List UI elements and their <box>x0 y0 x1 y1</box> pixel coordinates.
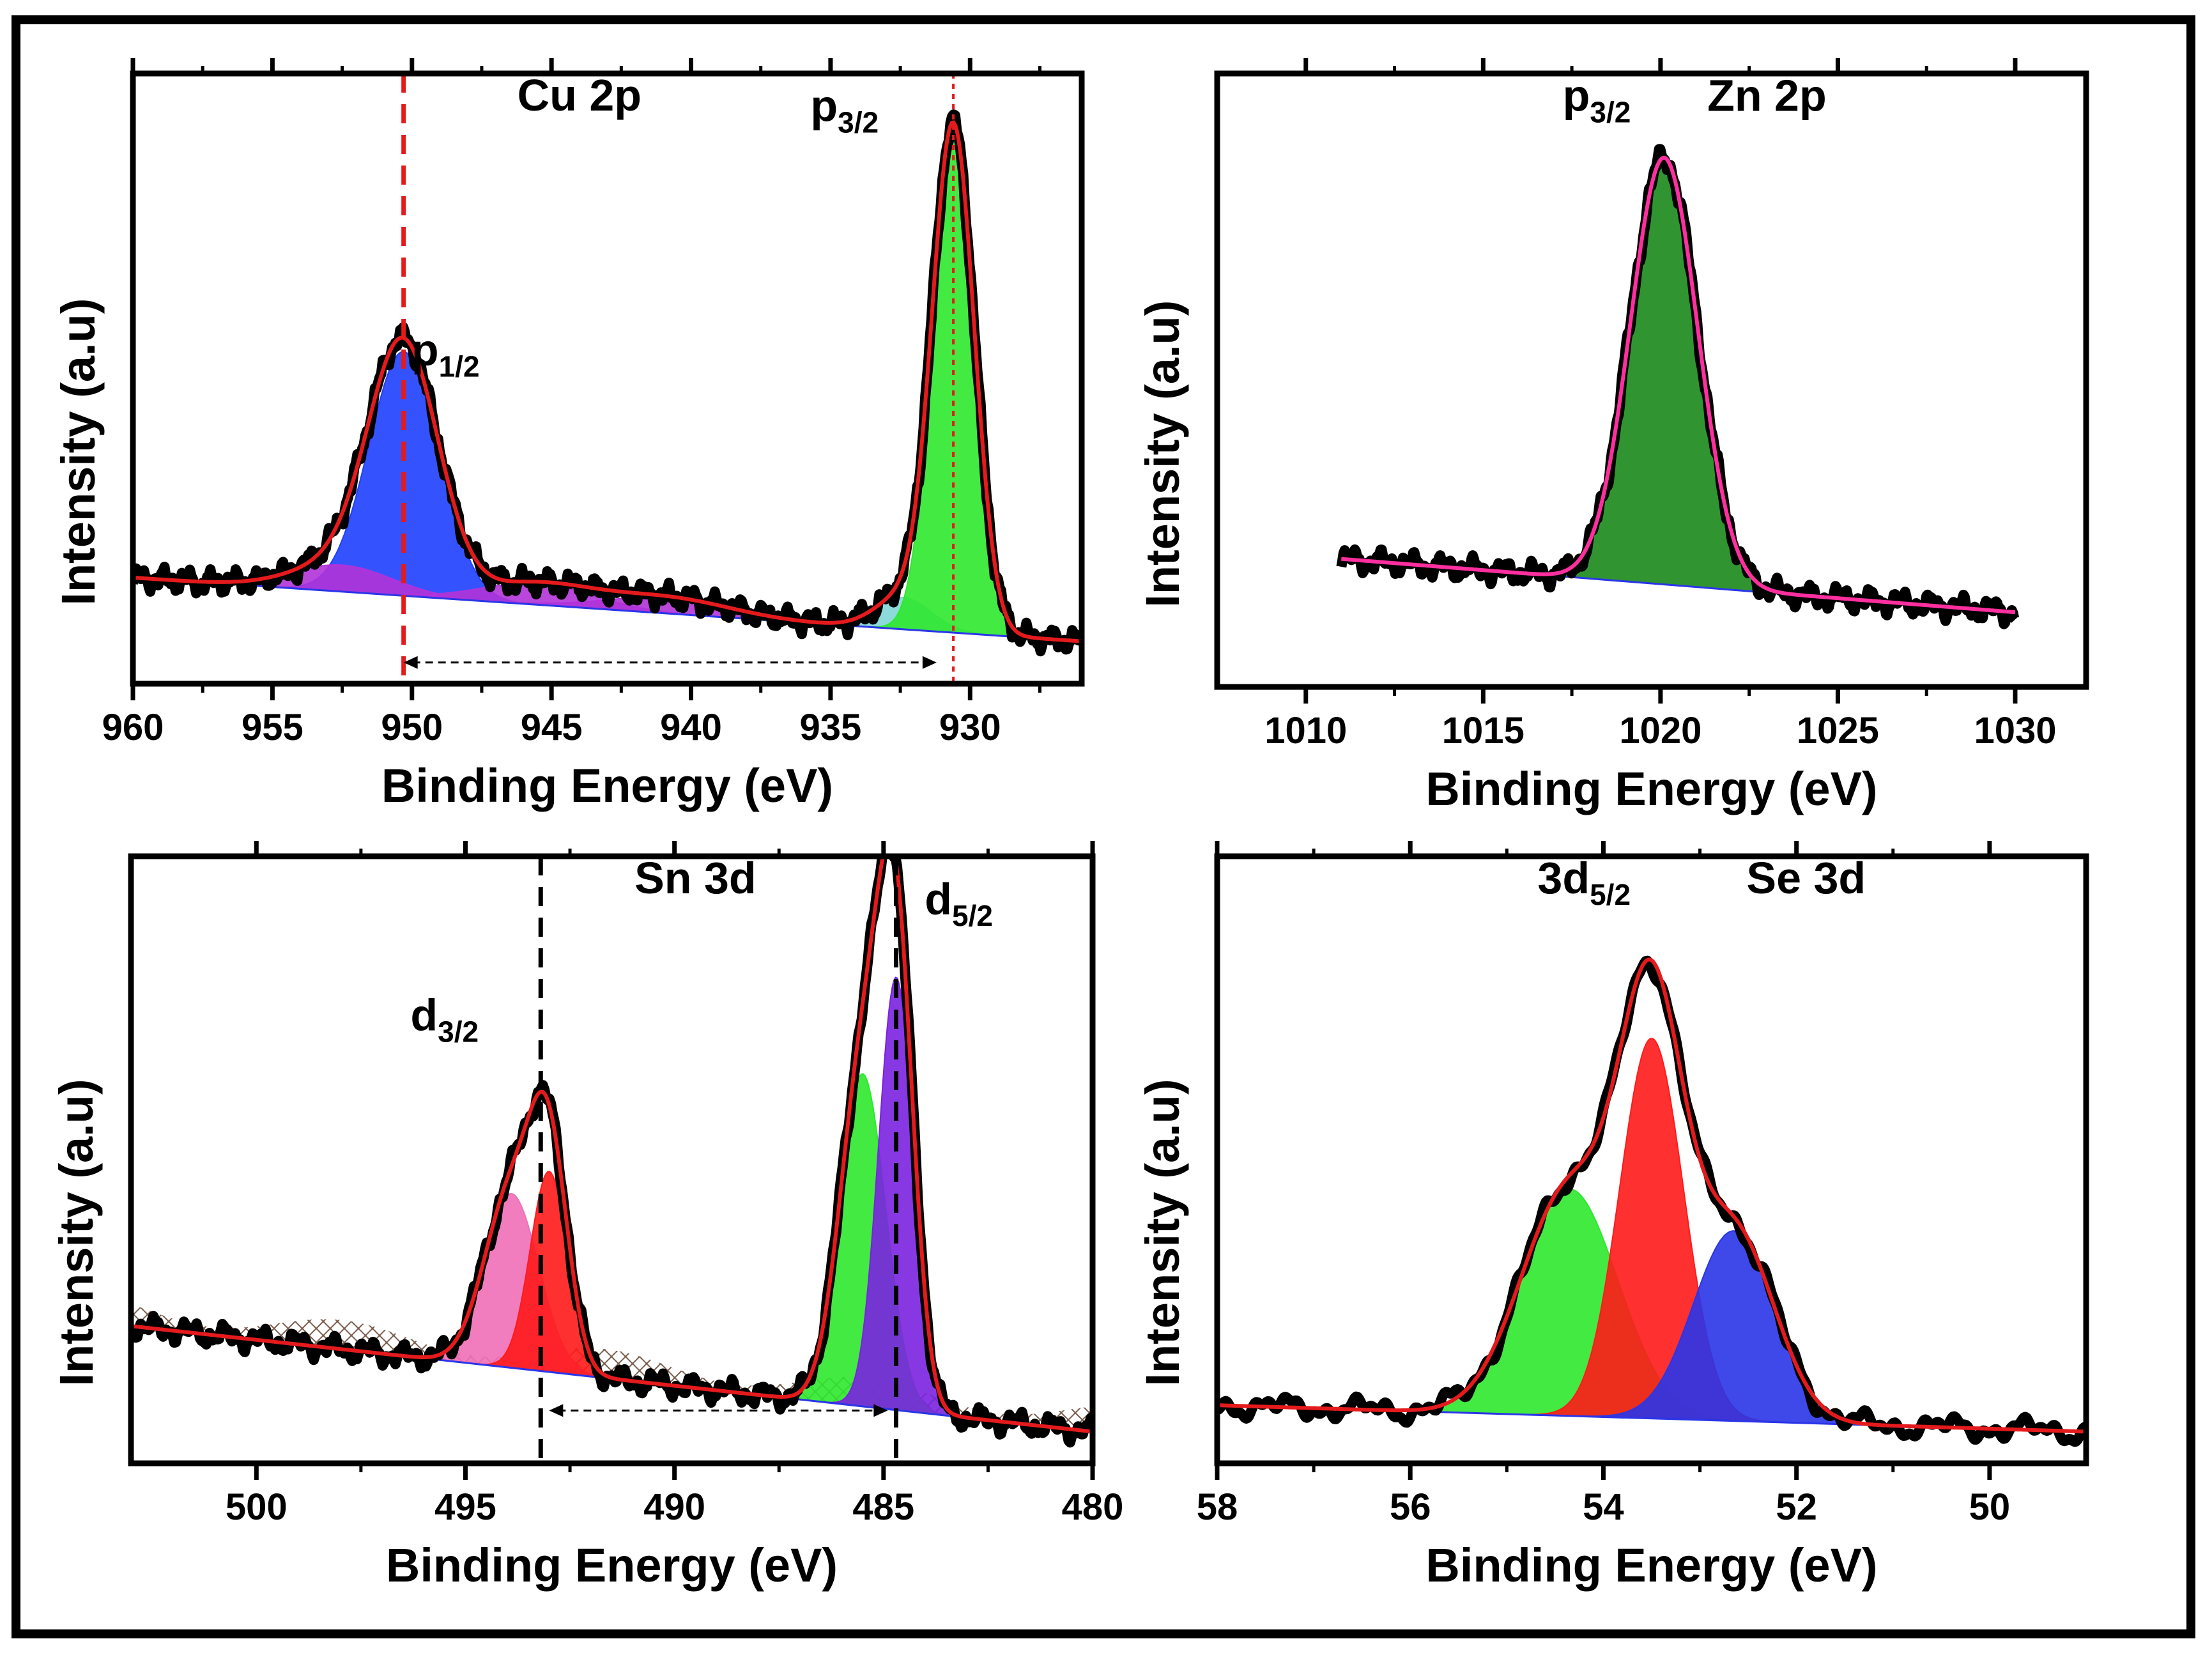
x-tick-label: 500 <box>226 1486 288 1528</box>
peak-label-subscript: 3/2 <box>438 1015 479 1049</box>
spacing-arrowhead-left <box>549 1404 564 1417</box>
x-tick-label: 1025 <box>1797 710 1879 751</box>
peak-p3/2 <box>1341 157 2016 613</box>
x-axis-title: Binding Energy (eV) <box>1425 1539 1877 1592</box>
x-axis-title: Binding Energy (eV) <box>1425 762 1877 815</box>
x-tick-label: 52 <box>1776 1486 1817 1528</box>
spacing-arrowhead-left <box>403 656 418 669</box>
x-tick-label: 480 <box>1062 1486 1124 1528</box>
axes-frame <box>128 853 1096 1466</box>
y-axis-title: Intensity (a.u) <box>50 1079 103 1386</box>
x-tick-label: 495 <box>434 1486 496 1528</box>
peak-label-main: d <box>410 990 438 1040</box>
y-axis-title: Intensity (a.u) <box>1136 1079 1189 1386</box>
background-line <box>133 576 1082 643</box>
panel-se-3d: 58 56 54 52 50 Binding Energy (eV) Intensity (… <box>1136 841 2089 1592</box>
panel-zn-2p: 1010 1015 1020 1025 1030 Binding Energy (eV) I… <box>1136 58 2089 815</box>
peak-d3/2-a <box>131 1192 1093 1433</box>
x-tick-label: 54 <box>1583 1486 1624 1528</box>
fit-envelope-line <box>131 856 1093 1434</box>
panel-cu-2p: 960 955 950 945 940 935 930 Binding Energy (eV)… <box>52 58 1085 812</box>
panel-sn-3d: 500 495 490 485 480 Binding Energy (eV) Intens… <box>50 841 1124 1592</box>
raw-data-line <box>1217 955 2086 1447</box>
panel-title-label: Cu 2p <box>518 70 641 120</box>
plot-area <box>1336 144 2020 629</box>
peak-label: 3d5/2 <box>1537 853 1631 911</box>
x-tick-label: 56 <box>1390 1486 1431 1528</box>
axes-frame <box>130 70 1085 687</box>
y-axis-title: Intensity (a.u) <box>1136 300 1189 608</box>
peak-label-main: p <box>411 325 439 375</box>
plot-area <box>133 109 1082 657</box>
peak-label-subscript: 1/2 <box>439 350 480 383</box>
figure-frame <box>12 15 2195 1638</box>
plot-area <box>131 856 1093 1448</box>
peak-label-subscript: 5/2 <box>952 899 993 932</box>
x-tick-label: 1020 <box>1619 710 1701 751</box>
spacing-arrowhead-right <box>922 656 937 669</box>
x-tick-label: 935 <box>800 707 862 748</box>
peak-d3/2-b <box>131 1171 1093 1433</box>
y-axis-title: Intensity (a.u) <box>52 298 105 606</box>
peak-label-main: d <box>925 874 952 924</box>
fit-envelope-line <box>133 120 1082 643</box>
x-axis-title: Binding Energy (eV) <box>386 1539 838 1592</box>
x-tick-label: 955 <box>242 707 303 748</box>
x-tick-label: 58 <box>1197 1486 1238 1528</box>
peak-label: p1/2 <box>411 325 480 383</box>
panel-title-label: Se 3d <box>1746 853 1866 903</box>
peak-label: p3/2 <box>1563 70 1631 128</box>
peak-label-subscript: 3/2 <box>1590 95 1631 128</box>
x-tick-label: 950 <box>381 707 443 748</box>
peak-label: d5/2 <box>925 874 993 932</box>
x-tick-label: 1010 <box>1264 710 1347 751</box>
x-tick-label: 930 <box>939 707 1001 748</box>
peak-label-main: p <box>810 81 838 131</box>
spacing-arrowhead-right <box>873 1404 888 1417</box>
peak-label-subscript: 3/2 <box>838 106 879 139</box>
plot-area <box>1217 955 2086 1447</box>
x-tick-label: 940 <box>660 707 722 748</box>
fit-envelope-line <box>1217 957 2086 1434</box>
peak-label: d3/2 <box>410 990 479 1049</box>
axes-frame <box>1214 853 2089 1466</box>
x-tick-label: 485 <box>852 1486 914 1528</box>
x-tick-label: 1015 <box>1442 710 1525 751</box>
x-tick-label: 945 <box>521 707 583 748</box>
peak-3d5/2-b <box>1217 1037 2086 1433</box>
fit-envelope-line <box>1341 155 2016 615</box>
x-tick-label: 490 <box>643 1486 705 1528</box>
peak-label-subscript: 5/2 <box>1590 878 1631 911</box>
peak-label-main: p <box>1563 70 1590 120</box>
x-tick-label: 960 <box>102 707 164 748</box>
x-tick-label: 1030 <box>1974 710 2056 751</box>
peak-label: p3/2 <box>810 81 879 139</box>
panel-title-label: Sn 3d <box>634 853 757 903</box>
axes-frame <box>1214 70 2089 690</box>
panel-title-label: Zn 2p <box>1707 70 1827 120</box>
peak-label-main: 3d <box>1537 853 1590 903</box>
x-tick-label: 50 <box>1969 1486 2011 1528</box>
x-axis-title: Binding Energy (eV) <box>381 759 833 812</box>
